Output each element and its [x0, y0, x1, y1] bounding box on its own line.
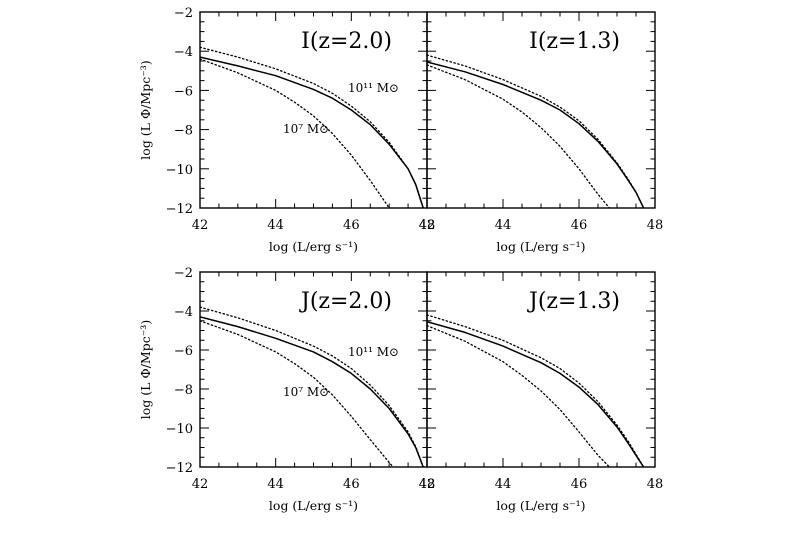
- y-tick-label: −12: [166, 461, 193, 476]
- x-tick-label: 48: [647, 477, 664, 492]
- chart-panel-4: 42 44 46 48 log (L/erg s⁻¹) J(z=1.3): [419, 271, 664, 513]
- chart-panel-2: 42 44 46 48 log (L/erg s⁻¹) I(z=1.3): [419, 11, 664, 254]
- chart-panel-1: 42 44 46 48 −2 −4 −6 −8 −10 −12 log (L/erg s⁻¹) log…: [138, 6, 435, 254]
- y-axis-title: log (L Φ/Mpc⁻³): [138, 320, 153, 419]
- y-tick-label: −6: [174, 84, 193, 99]
- mass-annotation: 10¹¹ M⊙: [348, 345, 399, 359]
- series-line-3-dotted: [200, 58, 390, 208]
- x-tick-label: 44: [267, 218, 284, 233]
- x-tick-label: 42: [192, 477, 209, 492]
- series-line-2-dotted: [200, 306, 424, 467]
- x-axis-title: log (L/erg s⁻¹): [269, 498, 358, 513]
- x-tick-label: 46: [343, 218, 360, 233]
- y-tick-label: −6: [174, 344, 193, 359]
- panel-title: I(z=1.3): [529, 29, 620, 54]
- series-line-3-dotted: [427, 324, 611, 467]
- y-tick-label: −4: [174, 305, 193, 320]
- series-line-1-solid: [427, 320, 645, 467]
- series-line-1-solid: [200, 56, 424, 208]
- y-tick-label: −8: [174, 124, 193, 139]
- y-tick-label: −2: [174, 6, 193, 21]
- x-tick-label: 42: [419, 218, 436, 233]
- x-tick-label: 42: [419, 477, 436, 492]
- x-tick-label: 46: [571, 477, 588, 492]
- series-line-3-dotted: [427, 64, 611, 208]
- x-tick-label: 48: [419, 218, 436, 233]
- x-axis-title: log (L/erg s⁻¹): [496, 239, 585, 254]
- x-tick-label: 44: [267, 477, 284, 492]
- panel-title: J(z=2.0): [299, 289, 392, 314]
- chart-panel-3: 42 44 46 48 −2 −4 −6 −8 −10 −12 log (L/erg s⁻¹) log…: [138, 266, 435, 513]
- series-line-2-dotted: [427, 54, 645, 208]
- y-tick-label: −4: [174, 45, 193, 60]
- panels-group: 42 44 46 48 −2 −4 −6 −8 −10 −12 log (L/erg s⁻¹) log…: [138, 6, 663, 513]
- series-line-1-solid: [427, 61, 645, 208]
- x-tick-label: 44: [495, 477, 512, 492]
- x-tick-label: 44: [495, 218, 512, 233]
- x-tick-label: 48: [647, 218, 664, 233]
- series-line-1-solid: [200, 316, 424, 467]
- series-line-2-dotted: [427, 314, 645, 467]
- mass-annotation: 10⁷ M⊙: [283, 122, 329, 136]
- x-tick-label: 46: [571, 218, 588, 233]
- panel-title: J(z=1.3): [527, 289, 620, 314]
- mass-annotation: 10¹¹ M⊙: [348, 81, 399, 95]
- y-tick-label: −10: [166, 422, 193, 437]
- x-tick-label: 48: [419, 477, 436, 492]
- y-tick-label: −10: [166, 163, 193, 178]
- x-axis-title: log (L/erg s⁻¹): [269, 239, 358, 254]
- panel-title: I(z=2.0): [301, 29, 392, 54]
- y-axis-title: log (L Φ/Mpc⁻³): [138, 60, 153, 159]
- y-tick-label: −8: [174, 383, 193, 398]
- series-line-2-dotted: [200, 46, 424, 208]
- x-tick-label: 42: [192, 218, 209, 233]
- y-tick-label: −12: [166, 202, 193, 217]
- series-line-3-dotted: [200, 320, 394, 467]
- y-tick-label: −2: [174, 266, 193, 281]
- x-axis-title: log (L/erg s⁻¹): [496, 498, 585, 513]
- mass-annotation: 10⁷ M⊙: [283, 385, 329, 399]
- x-tick-label: 46: [343, 477, 360, 492]
